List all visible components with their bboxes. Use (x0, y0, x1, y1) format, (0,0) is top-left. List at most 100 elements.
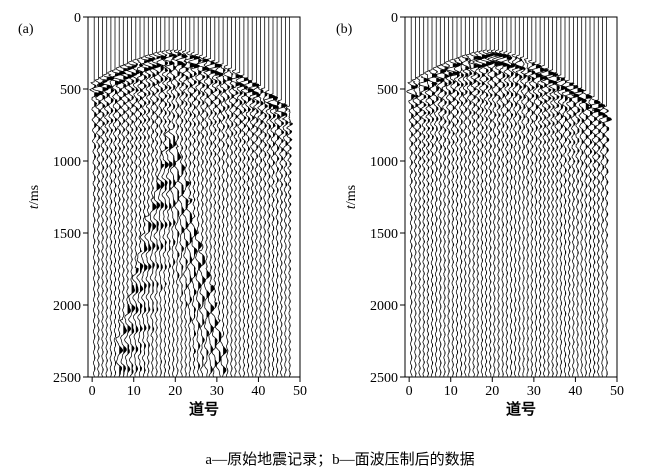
trace-group (89, 17, 293, 377)
seismic-trace-fill (560, 78, 567, 374)
y-tick-label: 1000 (370, 155, 398, 170)
seismic-trace-fill (523, 62, 527, 372)
seismic-trace-fill (181, 54, 188, 369)
x-tick-label: 50 (610, 384, 624, 399)
seismic-trace-fill (432, 74, 437, 373)
seismic-trace-fill (173, 55, 177, 372)
seismic-trace (256, 17, 264, 377)
seismic-trace-fill (256, 86, 261, 373)
seismic-trace (487, 17, 501, 377)
seismic-trace-fill (465, 58, 469, 370)
seismic-trace (406, 17, 418, 377)
y-tick-label: 2000 (53, 299, 81, 314)
seismic-trace-fill (515, 57, 520, 371)
seismic-trace-fill (239, 75, 245, 370)
plot-frame (404, 16, 618, 378)
seismic-trace-fill (189, 55, 197, 372)
seismic-panel-b: 0 500 1000 1500 2000 2500 0 10 20 30 40 50 (b) t/ms 道号 (336, 11, 624, 418)
y-axis-title: t/ms (27, 185, 42, 209)
seismic-trace-fill (285, 108, 289, 372)
y-tick-label: 500 (60, 83, 81, 98)
seismic-trace-fill (527, 63, 531, 373)
seismic-trace-fill (218, 65, 223, 362)
y-axis-title: t/ms (344, 185, 359, 209)
seismic-trace-fill (273, 97, 279, 371)
seismic-trace (434, 17, 447, 377)
seismic-trace-fill (227, 69, 233, 373)
x-tick-label: 0 (406, 384, 413, 399)
seismic-trace (568, 17, 580, 377)
panel-label: (b) (336, 22, 353, 37)
x-tick-label: 10 (444, 384, 458, 399)
seismic-trace (586, 17, 593, 377)
y-tick-label: 2500 (370, 371, 398, 386)
seismic-trace-fill (519, 59, 525, 371)
seismic-trace-fill (457, 62, 461, 373)
x-tick-label: 0 (89, 384, 96, 399)
x-tick-label: 30 (210, 384, 224, 399)
seismic-trace (571, 17, 585, 377)
x-tick-label: 10 (127, 384, 141, 399)
seismic-panel-a: 0 500 1000 1500 2000 2500 0 10 20 30 40 50 (a) t/ms 道号 (18, 11, 307, 418)
seismic-trace-fill (177, 53, 184, 374)
seismic-trace-fill (206, 60, 211, 361)
seismic-trace (443, 17, 454, 377)
seismic-trace-fill (531, 63, 535, 375)
seismic-trace (602, 17, 612, 377)
y-tick-label: 1000 (53, 155, 81, 170)
seismic-trace-fill (590, 98, 593, 373)
seismic-trace-fill (486, 54, 493, 372)
figure-caption: a—原始地震记录；b—面波压制后的数据 (205, 451, 474, 468)
seismic-trace-fill (277, 101, 281, 374)
seismic-trace-fill (494, 53, 501, 373)
y-tick-label: 2500 (53, 371, 81, 386)
x-tick-label: 40 (568, 384, 582, 399)
seismic-trace-fill (289, 110, 293, 376)
seismic-trace-fill (164, 55, 169, 373)
seismic-trace-fill (598, 104, 605, 370)
seismic-trace-fill (440, 69, 446, 375)
y-tick-label: 0 (391, 11, 398, 26)
x-axis-title: 道号 (506, 400, 536, 418)
seismic-trace (175, 17, 188, 377)
panel-label: (a) (18, 22, 34, 37)
seismic-trace-fill (427, 80, 431, 375)
seismic-trace (275, 17, 288, 377)
plot-frame (87, 16, 301, 378)
seismic-trace (446, 17, 460, 377)
seismic-trace-fill (152, 57, 157, 370)
seismic-trace-fill (94, 85, 100, 371)
seismic-trace (125, 17, 138, 377)
seismic-trace (467, 17, 482, 377)
seismic-trace-fill (469, 58, 472, 372)
seismic-trace (202, 17, 211, 377)
seismic-trace-fill (223, 68, 227, 374)
seismic-trace-fill (110, 76, 115, 376)
seismic-trace (492, 17, 506, 377)
x-tick-label: 40 (251, 384, 265, 399)
seismic-trace (561, 17, 570, 377)
seismic-trace (281, 17, 289, 377)
seismic-trace (479, 17, 494, 377)
x-axis-title: 道号 (189, 400, 219, 418)
seismic-trace-fill (573, 86, 580, 373)
seismic-trace-fill (436, 71, 441, 372)
y-tick-label: 1500 (53, 227, 81, 242)
seismic-trace (424, 17, 432, 377)
seismic-trace (460, 17, 470, 377)
y-tick-label: 2000 (370, 299, 398, 314)
seismic-trace-fill (565, 80, 570, 367)
seismic-trace (465, 17, 473, 377)
seismic-trace-fill (281, 104, 288, 370)
seismic-trace (151, 17, 162, 377)
y-tick-label: 1500 (370, 227, 398, 242)
seismic-trace (252, 17, 261, 377)
seismic-trace (136, 17, 144, 377)
seismic-trace-fill (260, 90, 264, 373)
seismic-trace (411, 17, 419, 377)
x-tick-label: 50 (293, 384, 307, 399)
seismic-trace-fill (98, 82, 105, 375)
seismic-trace-fill (264, 93, 268, 370)
seismic-trace (273, 17, 281, 377)
